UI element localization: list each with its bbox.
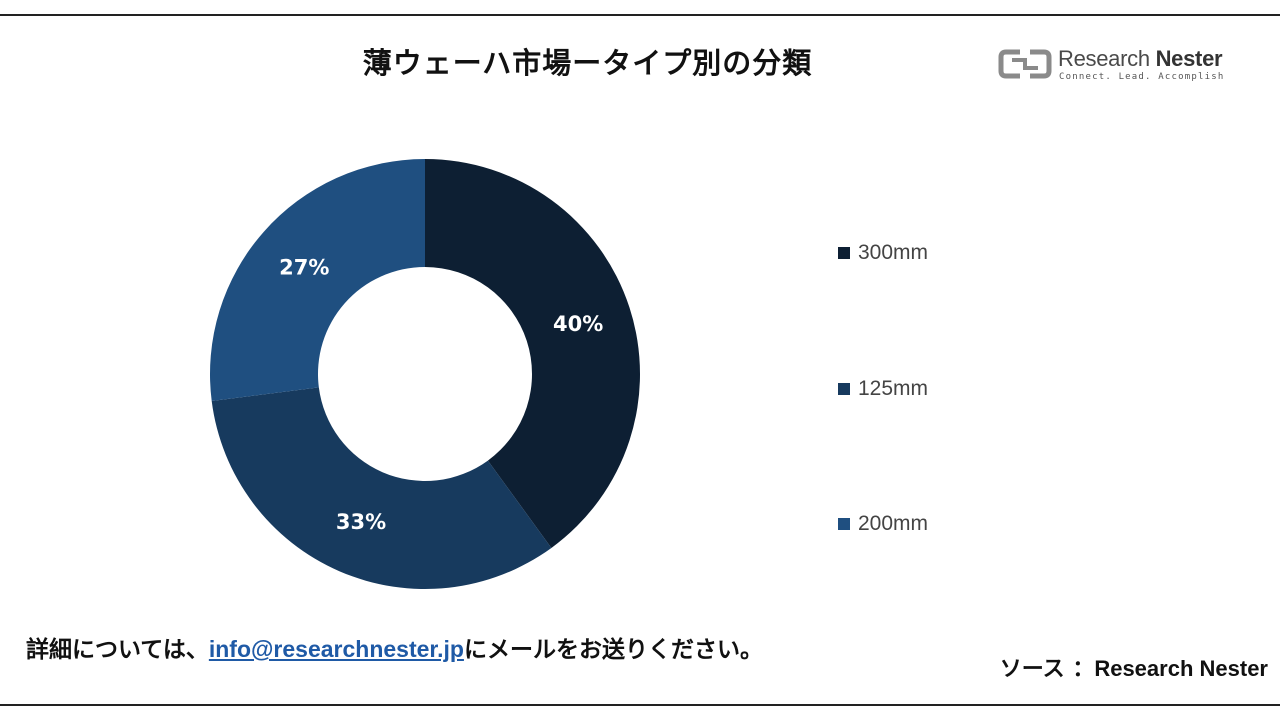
legend-swatch-200mm <box>838 518 850 530</box>
donut-slice-300mm <box>425 159 640 548</box>
legend-label-300mm: 300mm <box>858 241 929 264</box>
data-label-125mm: 33% <box>336 510 386 534</box>
source-name: Research Nester <box>1094 656 1268 681</box>
research-nester-logo: Research Nester Connect. Lead. Accomplis… <box>998 46 1238 86</box>
logo-tagline: Connect. Lead. Accomplish <box>1059 72 1225 82</box>
source-label: ソース <box>999 657 1065 682</box>
top-divider <box>0 14 1280 16</box>
legend-swatch-125mm <box>838 383 850 395</box>
contact-note: 詳細については、info@researchnester.jpにメールをお送りくだ… <box>26 630 763 664</box>
logo-name-bold: Nester <box>1155 46 1223 71</box>
data-label-300mm: 40% <box>553 312 603 336</box>
contact-suffix: にメールをお送りください。 <box>463 637 763 663</box>
logo-mark-icon <box>998 49 1052 79</box>
contact-email-link[interactable]: info@researchnester.jp <box>208 636 464 662</box>
legend-item-300mm: 300mm <box>838 241 928 265</box>
data-label-200mm: 27% <box>279 256 329 280</box>
legend-item-200mm: 200mm <box>838 512 928 536</box>
legend-label-200mm: 200mm <box>858 512 929 535</box>
source-separator: ： <box>1072 657 1095 682</box>
donut-slice-125mm <box>211 387 552 589</box>
logo-name-light: Research <box>1058 46 1156 71</box>
logo-wordmark: Research Nester <box>1058 46 1223 72</box>
source-credit: ソース ：Research Nester <box>1000 651 1268 683</box>
bottom-divider <box>0 704 1280 706</box>
legend-label-125mm: 125mm <box>858 377 929 400</box>
contact-prefix: 詳細については、 <box>26 637 209 663</box>
donut-slice-200mm <box>210 159 425 401</box>
legend-item-125mm: 125mm <box>838 377 928 401</box>
chart-title: 薄ウェーハ市場ータイプ別の分類 <box>362 46 813 80</box>
legend-swatch-300mm <box>838 247 850 259</box>
